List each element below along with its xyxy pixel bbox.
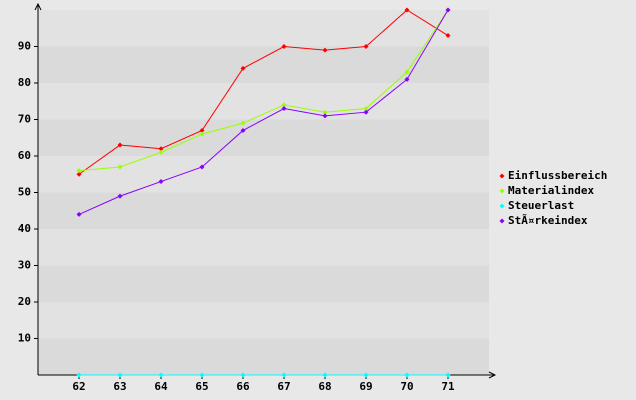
legend-label: Einflussbereich	[508, 169, 607, 182]
series-line	[78, 9, 449, 172]
x-tick-label: 70	[400, 380, 413, 393]
y-tick-label: 90	[18, 40, 31, 53]
point	[404, 76, 410, 82]
y-tick-label: 40	[18, 222, 31, 235]
plot-band	[38, 265, 489, 302]
point	[117, 142, 123, 148]
point	[445, 372, 451, 378]
point	[322, 372, 328, 378]
x-tick-label: 66	[236, 380, 250, 393]
plot-band	[38, 10, 489, 47]
x-tick-label: 71	[441, 380, 455, 393]
y-tick-label: 60	[18, 149, 31, 162]
legend-marker	[499, 203, 505, 209]
point	[158, 179, 164, 185]
point	[281, 44, 287, 49]
plot-band	[38, 156, 489, 193]
point	[281, 106, 287, 112]
legend-marker	[499, 188, 505, 194]
point	[240, 120, 246, 126]
y-tick-label: 30	[18, 259, 31, 272]
point	[404, 372, 410, 378]
plot-band	[38, 119, 489, 156]
point	[363, 106, 369, 112]
point	[76, 168, 82, 174]
point	[445, 33, 451, 39]
point	[117, 372, 123, 378]
point	[363, 372, 369, 378]
point	[158, 146, 164, 152]
point	[199, 372, 205, 378]
plot-band	[38, 302, 489, 339]
point	[117, 193, 123, 199]
point	[322, 47, 328, 53]
point	[240, 65, 246, 71]
x-tick-label: 62	[72, 380, 85, 393]
legend-label: Steuerlast	[508, 199, 574, 212]
point	[199, 131, 205, 137]
x-tick-label: 65	[195, 380, 208, 393]
y-tick-label: 50	[18, 186, 31, 199]
x-axis-arrow	[488, 371, 497, 379]
point	[158, 372, 164, 378]
point	[240, 127, 246, 133]
plot-band	[38, 83, 489, 120]
point	[363, 109, 369, 115]
x-tick-label: 68	[318, 380, 331, 393]
legend-label: StÃ¤rkeindex	[508, 214, 588, 227]
x-tick-label: 67	[277, 380, 290, 393]
legend-label: Materialindex	[508, 184, 594, 197]
x-tick-label: 63	[113, 380, 126, 393]
point	[76, 372, 82, 378]
y-tick-label: 70	[18, 113, 31, 126]
x-tick-label: 69	[359, 380, 372, 393]
point	[281, 102, 287, 108]
point	[322, 113, 328, 119]
point	[199, 127, 205, 133]
point	[76, 211, 82, 217]
point	[404, 7, 410, 13]
plot-band	[38, 46, 489, 83]
plot-band	[38, 338, 489, 375]
y-tick-label: 10	[18, 332, 31, 345]
point	[117, 164, 123, 170]
point	[404, 69, 410, 75]
legend-marker	[499, 218, 505, 224]
point	[445, 7, 451, 13]
x-tick-label: 64	[154, 380, 168, 393]
y-tick-label: 80	[18, 76, 31, 89]
point	[281, 372, 287, 378]
plot-band	[38, 229, 489, 266]
point	[199, 164, 205, 170]
y-axis-arrow	[34, 2, 42, 11]
y-tick-label: 20	[18, 295, 31, 308]
point	[363, 44, 369, 49]
point	[322, 109, 328, 115]
plot-band	[38, 192, 489, 229]
point	[158, 149, 164, 155]
point	[240, 372, 246, 378]
series-line	[78, 9, 449, 215]
point	[76, 171, 82, 177]
series-line	[78, 9, 449, 175]
legend-marker	[499, 173, 505, 179]
